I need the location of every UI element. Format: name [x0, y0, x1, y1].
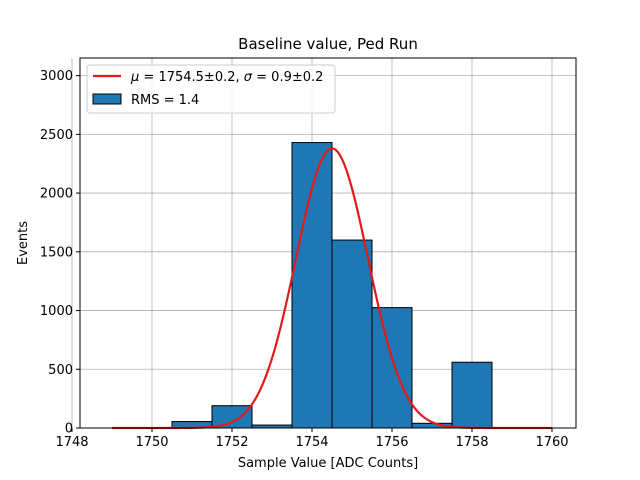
y-axis-label: Events [16, 221, 31, 265]
legend-histogram-swatch [92, 93, 122, 105]
plot-frame [79, 57, 577, 429]
x-tick-label: 1750 [135, 435, 168, 450]
y-tick-label: 2500 [40, 128, 73, 143]
x-tick-label: 1758 [455, 435, 488, 450]
y-tick-label: 0 [65, 422, 73, 437]
y-tick-label: 1000 [40, 304, 73, 319]
x-axis-ticks: 1748 1750 1752 1754 1756 1758 1760 [55, 428, 569, 450]
legend-mu-text: = 1754.5±0.2, [139, 70, 243, 85]
y-tick-label: 500 [48, 363, 73, 378]
x-tick-label: 1756 [375, 435, 408, 450]
y-tick-label: 1500 [40, 245, 73, 260]
histogram-bar [331, 239, 373, 429]
x-axis-label: Sample Value [ADC Counts] [238, 456, 418, 471]
legend-box [86, 64, 336, 114]
x-tick-label: 1752 [215, 435, 248, 450]
x-tick-label: 1760 [535, 435, 568, 450]
histogram-bar [451, 361, 493, 429]
legend-sigma-symbol: σ [244, 70, 253, 85]
x-tick-label: 1748 [55, 435, 88, 450]
legend-mu-symbol: μ [130, 70, 139, 85]
histogram-bar [211, 405, 253, 429]
x-tick-label: 1754 [295, 435, 328, 450]
histogram-bar [371, 307, 413, 429]
histogram-bars [171, 142, 493, 429]
chart-title: Baseline value, Ped Run [238, 35, 418, 53]
legend-sigma-text: = 0.9±0.2 [252, 70, 323, 85]
legend-histogram-label: RMS = 1.4 [131, 93, 199, 108]
legend-fit-label: μ = 1754.5±0.2, σ = 0.9±0.2 [130, 70, 323, 85]
y-tick-label: 3000 [40, 69, 73, 84]
y-tick-label: 2000 [40, 187, 73, 202]
y-axis-ticks: 0 500 1000 1500 2000 2500 3000 [40, 69, 80, 437]
legend: μ = 1754.5±0.2, σ = 0.9±0.2 RMS = 1.4 [86, 64, 336, 114]
